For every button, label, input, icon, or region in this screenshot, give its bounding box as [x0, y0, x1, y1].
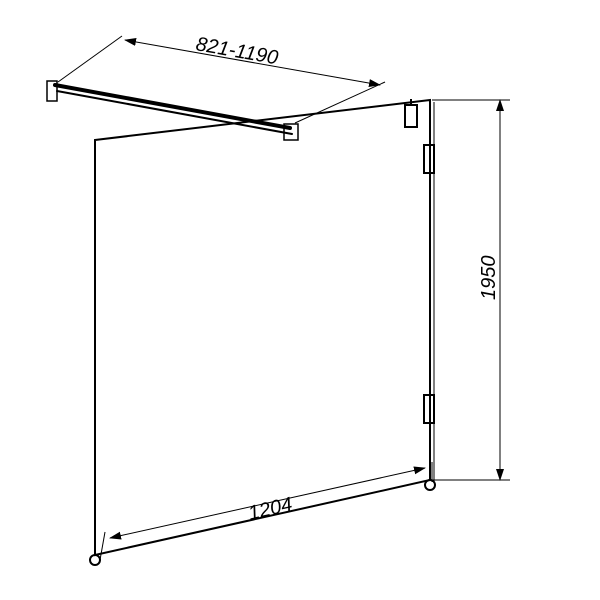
foot-2 [425, 480, 435, 490]
dim-width-label: 1204 [246, 493, 294, 524]
foot-1 [90, 555, 100, 565]
dim-width-ext2 [100, 532, 105, 560]
support-arm-underside [57, 91, 292, 134]
dim-depth-label: 821-1190 [194, 33, 280, 69]
dim-height-label: 1950 [478, 256, 500, 301]
dim-depth-ext2 [295, 82, 385, 123]
support-arm [55, 85, 290, 128]
technical-drawing: 821-1190 1950 1204 [0, 0, 600, 600]
top-clamp [405, 105, 417, 127]
dim-depth-ext1 [58, 36, 122, 82]
glass-panel [95, 100, 430, 555]
